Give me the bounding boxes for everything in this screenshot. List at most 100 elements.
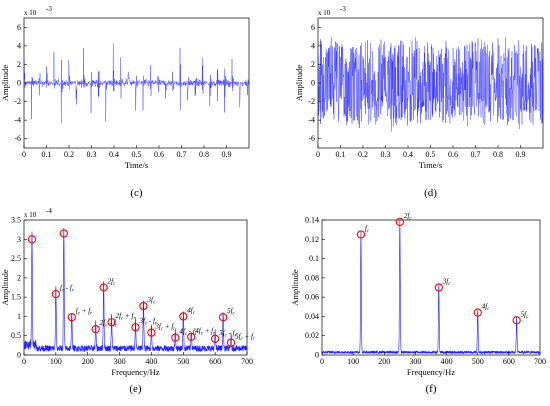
x-tick-label: 200 bbox=[82, 357, 94, 366]
panel-f-label: (f) bbox=[426, 383, 437, 395]
panel-f-x-axis-label: Frequency/Hz bbox=[407, 367, 455, 377]
y-tick-label: 0 bbox=[17, 79, 21, 88]
peak-marker bbox=[218, 313, 228, 322]
peak-label: 2fc + fr bbox=[116, 312, 136, 322]
x-tick-label: 0 bbox=[22, 357, 26, 366]
panel-e-y-axis-label: Amplitude bbox=[0, 269, 10, 306]
peak-label: 3fc + fr bbox=[154, 323, 175, 333]
y-tick-label: 1.5 bbox=[11, 293, 21, 302]
x-tick-label: 600 bbox=[503, 357, 515, 366]
x-tick-label: 0.7 bbox=[471, 150, 481, 159]
x-tick-label: 700 bbox=[534, 357, 546, 366]
y-tick-label: 0.1 bbox=[309, 254, 319, 263]
y-tick-label: 0.08 bbox=[305, 273, 319, 282]
y-tick-label: 6 bbox=[17, 23, 21, 32]
peak-marker bbox=[356, 230, 366, 239]
signal-line bbox=[24, 43, 249, 124]
peak-label: 5fc - fr bbox=[219, 329, 236, 339]
peak-marker bbox=[147, 328, 156, 337]
y-tick-label: -6 bbox=[308, 134, 315, 143]
peak-label: 2fc bbox=[404, 212, 412, 222]
peak-marker bbox=[131, 323, 140, 332]
x-tick-label: 0.6 bbox=[448, 150, 458, 159]
panel-e-chart: fc - fr fc + fr 2fc - fr 2fc 2fc + fr 3fc - f… bbox=[0, 207, 255, 395]
y-tick-label: 0 bbox=[17, 351, 21, 360]
panel-f-y-axis-label: Amplitude bbox=[290, 269, 300, 306]
x-tick-label: 0.4 bbox=[109, 150, 119, 159]
y-tick-label: 3 bbox=[17, 235, 21, 244]
y-tick-label: -4 bbox=[14, 116, 21, 125]
peak-label: 5fc bbox=[521, 310, 529, 320]
y-tick-label: 0.12 bbox=[305, 235, 319, 244]
x-tick-label: 0.9 bbox=[222, 150, 232, 159]
panel-c-y-multiplier: x 10 bbox=[24, 9, 37, 17]
peak-marker bbox=[171, 333, 180, 342]
peak-marker bbox=[99, 283, 108, 292]
y-tick-label: 0.04 bbox=[305, 312, 319, 321]
x-tick-label: 400 bbox=[145, 357, 157, 366]
panel-f-x-ticks: 0 100 200 300 400 500 600 700 bbox=[320, 352, 546, 366]
panel-d-signal-trace bbox=[318, 37, 543, 132]
y-tick-label: 1 bbox=[17, 312, 21, 321]
panel-c-y-axis-label: Amplitude bbox=[0, 65, 10, 102]
x-tick-label: 200 bbox=[378, 357, 390, 366]
x-tick-label: 0.2 bbox=[64, 150, 74, 159]
panel-f-spectrum-trace bbox=[322, 220, 540, 355]
y-tick-label: 3.5 bbox=[11, 216, 21, 225]
peak-marker bbox=[210, 334, 220, 343]
peak-label: 4fc bbox=[187, 306, 195, 316]
y-tick-label: 0 bbox=[311, 79, 315, 88]
panel-e-plot-area bbox=[23, 219, 248, 356]
y-tick-label: 6 bbox=[311, 23, 315, 32]
peak-marker bbox=[226, 338, 236, 347]
x-tick-label: 300 bbox=[409, 357, 421, 366]
peak-label: 2fc - fr bbox=[100, 319, 117, 329]
y-tick-label: 2.5 bbox=[11, 254, 21, 263]
x-tick-label: 700 bbox=[241, 357, 253, 366]
y-tick-label: 2 bbox=[17, 273, 21, 282]
panel-d-y-multiplier-exponent: -3 bbox=[340, 5, 346, 13]
peak-label: 4fc + fr bbox=[195, 327, 215, 337]
x-tick-label: 500 bbox=[472, 357, 484, 366]
panel-f-y-ticks: 0 0.02 0.04 0.06 0.08 0.1 0.12 0.14 bbox=[305, 216, 325, 360]
y-tick-label: 4 bbox=[17, 41, 21, 50]
peak-label: 4fc - fr bbox=[179, 328, 196, 338]
x-tick-label: 500 bbox=[177, 357, 189, 366]
x-tick-label: 0 bbox=[22, 150, 26, 159]
panel-e-y-multiplier: x 10 bbox=[24, 211, 37, 219]
x-tick-label: 0 bbox=[316, 150, 320, 159]
x-tick-label: 0 bbox=[320, 357, 324, 366]
y-tick-label: -2 bbox=[308, 97, 315, 106]
peak-label: 3fc bbox=[442, 278, 451, 288]
peak-marker bbox=[434, 283, 443, 292]
peak-label: fc - fr bbox=[60, 284, 74, 294]
peak-label: 2fc bbox=[108, 278, 116, 288]
panel-c-chart: 0 0.1 0.2 0.3 0.4 0.5 0.6 0.7 0.8 0.9 -6-4-20246 … bbox=[0, 5, 250, 199]
panel-e-label: (e) bbox=[129, 383, 142, 395]
panel-d-y-ticks: -6 -4 -2 0 2 4 6 bbox=[308, 23, 321, 143]
x-tick-label: 0.5 bbox=[426, 150, 436, 159]
panel-e-x-ticks: 0 100 200 300 400 500 600 700 bbox=[22, 352, 253, 366]
y-tick-label: -6 bbox=[14, 134, 21, 143]
peak-label: 5fc + fr bbox=[235, 333, 255, 343]
x-tick-label: 0.3 bbox=[381, 150, 391, 159]
peak-marker bbox=[179, 312, 188, 321]
panel-d-x-axis-label: Time/s bbox=[419, 160, 442, 170]
panel-e-y-ticks: 0 0.5 1 1.5 2 2.5 3 3.5 bbox=[11, 216, 27, 360]
panel-d-y-axis-label: Amplitude bbox=[294, 65, 304, 102]
peak-label: 5fc bbox=[227, 307, 235, 317]
y-tick-label: 0 bbox=[315, 351, 319, 360]
panel-f-plot-area bbox=[321, 219, 541, 356]
panel-c-x-ticks: 0 0.1 0.2 0.3 0.4 0.5 0.6 0.7 0.8 0.9 bbox=[22, 145, 232, 159]
panel-c-label: (c) bbox=[130, 187, 143, 199]
x-tick-label: 0.8 bbox=[199, 150, 209, 159]
x-tick-label: 600 bbox=[209, 357, 221, 366]
peak-label: fc + fr bbox=[76, 307, 92, 317]
x-tick-label: 100 bbox=[347, 357, 359, 366]
panel-c-signal-trace bbox=[24, 43, 249, 124]
panel-e-spectrum-trace bbox=[24, 228, 247, 353]
peak-marker bbox=[59, 229, 68, 238]
panel-e-peak-markers: fc - fr fc + fr 2fc - fr 2fc 2fc + fr 3fc - f… bbox=[27, 229, 255, 347]
